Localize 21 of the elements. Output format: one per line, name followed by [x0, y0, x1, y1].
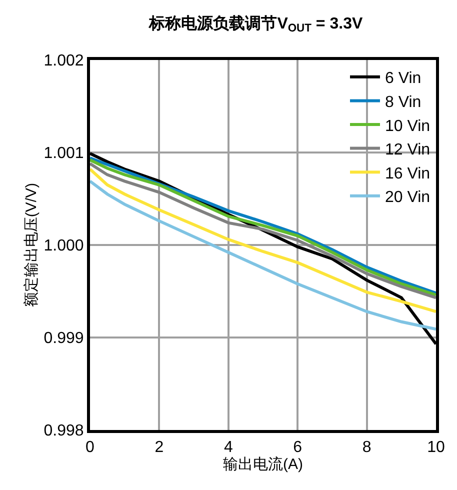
x-tick-label: 4	[224, 439, 233, 456]
y-tick-label: 0.999	[44, 330, 84, 348]
x-axis-title: 输出电流(A)	[223, 456, 303, 474]
legend-label: 12 Vin	[385, 142, 430, 159]
y-tick-label: 0.998	[44, 422, 84, 440]
legend-label: 10 Vin	[385, 118, 430, 135]
x-tick-label: 0	[86, 439, 95, 456]
y-tick-label: 1.001	[44, 145, 84, 162]
legend-label: 8 Vin	[385, 94, 422, 111]
y-tick-label: 1.002	[44, 52, 84, 70]
x-tick-label: 10	[427, 439, 445, 456]
x-tick-label: 2	[154, 439, 164, 456]
chart-title: 标称电源负载调节V$_{OUT}$ = 3.3V	[148, 14, 363, 35]
legend-label: 16 Vin	[385, 165, 430, 182]
x-tick-label: 6	[293, 439, 302, 456]
x-tick-label: 8	[362, 439, 372, 456]
y-axis-title: 额定输出电压(V/V)	[23, 182, 40, 308]
legend-label: 6 Vin	[385, 70, 422, 88]
line-series	[90, 180, 436, 331]
y-tick-label: 1.000	[44, 238, 84, 255]
legend-label: 20 Vin	[385, 189, 430, 206]
